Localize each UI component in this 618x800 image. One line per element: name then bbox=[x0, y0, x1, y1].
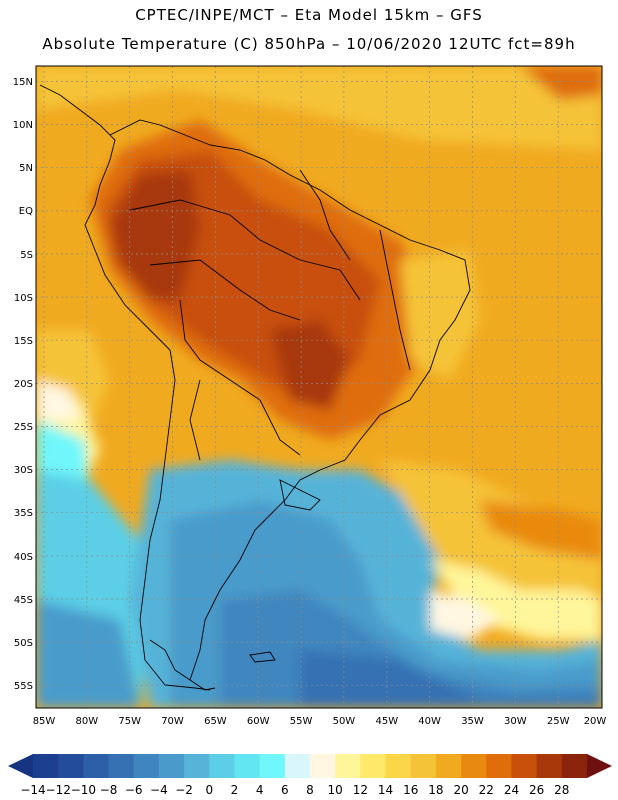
colorbar-label: 14 bbox=[378, 783, 393, 797]
lon-label: 35W bbox=[461, 716, 484, 727]
latitude-labels: 15N 10N 5N EQ 5S 10S 15S 20S 25S 30S 35S… bbox=[13, 77, 33, 692]
lat-label: 20S bbox=[14, 379, 33, 390]
temperature-field bbox=[36, 66, 602, 708]
colorbar-label: 2 bbox=[231, 783, 239, 797]
lat-label: 10N bbox=[13, 120, 33, 131]
colorbar-swatch bbox=[108, 754, 135, 778]
colorbar-swatch bbox=[335, 754, 361, 778]
lon-label: 30W bbox=[504, 716, 527, 727]
colorbar-label: 10 bbox=[328, 783, 343, 797]
map-title: CPTEC/INPE/MCT – Eta Model 15km – GFS bbox=[135, 6, 483, 24]
lon-label: 25W bbox=[547, 716, 570, 727]
colorbar: −14 −12 −10 −8 −6 −4 −2 0 2 4 6 8 10 12 14 16 18 20 22 24 26… bbox=[8, 754, 612, 797]
colorbar-swatch bbox=[385, 754, 412, 778]
lat-label: 5S bbox=[20, 250, 33, 261]
lon-label: 60W bbox=[247, 716, 270, 727]
lat-label: 10S bbox=[14, 293, 33, 304]
colorbar-swatch bbox=[83, 754, 110, 778]
coastlines bbox=[39, 84, 471, 691]
colorbar-swatch bbox=[561, 754, 588, 778]
lat-label: 45S bbox=[14, 595, 33, 606]
lon-label: 40W bbox=[418, 716, 441, 727]
colorbar-swatch bbox=[133, 754, 160, 778]
colorbar-label: −6 bbox=[125, 783, 143, 797]
lat-label: 50S bbox=[14, 638, 33, 649]
colorbar-label: −2 bbox=[175, 783, 193, 797]
colorbar-label: 28 bbox=[554, 783, 569, 797]
colorbar-swatch bbox=[511, 754, 538, 778]
graticule bbox=[36, 66, 602, 708]
colorbar-swatch bbox=[184, 754, 210, 778]
colorbar-label: 0 bbox=[205, 783, 213, 797]
colorbar-under-arrow bbox=[8, 754, 33, 778]
lon-label: 55W bbox=[290, 716, 313, 727]
colorbar-label: 16 bbox=[403, 783, 418, 797]
lon-label: 45W bbox=[375, 716, 398, 727]
colorbar-label: 22 bbox=[479, 783, 494, 797]
colorbar-swatch bbox=[209, 754, 235, 778]
map-subtitle: Absolute Temperature (C) 850hPa – 10/06/… bbox=[42, 35, 576, 53]
colorbar-label: −10 bbox=[71, 783, 96, 797]
colorbar-label: 24 bbox=[504, 783, 519, 797]
colorbar-label: 8 bbox=[306, 783, 314, 797]
colorbar-swatch bbox=[461, 754, 487, 778]
lat-label: EQ bbox=[19, 206, 33, 217]
colorbar-label: −8 bbox=[100, 783, 118, 797]
colorbar-label: 6 bbox=[281, 783, 289, 797]
colorbar-label: 26 bbox=[529, 783, 544, 797]
colorbar-swatch bbox=[435, 754, 462, 778]
colorbar-swatch bbox=[536, 754, 563, 778]
lon-label: 50W bbox=[333, 716, 356, 727]
colorbar-over-arrow bbox=[587, 754, 612, 778]
colorbar-swatch bbox=[410, 754, 437, 778]
colorbar-swatch bbox=[310, 754, 336, 778]
colorbar-label: −4 bbox=[150, 783, 168, 797]
colorbar-swatch bbox=[284, 754, 311, 778]
map-frame bbox=[35, 65, 603, 709]
colorbar-swatch bbox=[486, 754, 512, 778]
lat-label: 55S bbox=[14, 681, 33, 692]
lon-label: 70W bbox=[161, 716, 184, 727]
lon-label: 20W bbox=[584, 716, 607, 727]
colorbar-swatch bbox=[58, 754, 84, 778]
lat-label: 5N bbox=[19, 163, 33, 174]
lon-label: 75W bbox=[118, 716, 141, 727]
lat-label: 25S bbox=[14, 422, 33, 433]
colorbar-label: 4 bbox=[256, 783, 264, 797]
colorbar-swatch bbox=[158, 754, 185, 778]
lon-label: 65W bbox=[204, 716, 227, 727]
lat-label: 35S bbox=[14, 508, 33, 519]
colorbar-label: 12 bbox=[353, 783, 368, 797]
lat-label: 15N bbox=[13, 77, 33, 88]
lat-label: 30S bbox=[14, 465, 33, 476]
colorbar-label: −12 bbox=[46, 783, 71, 797]
lon-label: 80W bbox=[75, 716, 98, 727]
colorbar-label: −14 bbox=[20, 783, 45, 797]
colorbar-swatch bbox=[360, 754, 387, 778]
lat-label: 15S bbox=[14, 336, 33, 347]
colorbar-swatch bbox=[33, 754, 59, 778]
lon-label: 85W bbox=[33, 716, 56, 727]
colorbar-swatch bbox=[259, 754, 286, 778]
colorbar-swatch bbox=[234, 754, 261, 778]
colorbar-label: 20 bbox=[453, 783, 468, 797]
lat-label: 40S bbox=[14, 552, 33, 563]
colorbar-label: 18 bbox=[428, 783, 443, 797]
longitude-labels: 85W 80W 75W 70W 65W 60W 55W 50W 45W 40W … bbox=[33, 716, 607, 727]
